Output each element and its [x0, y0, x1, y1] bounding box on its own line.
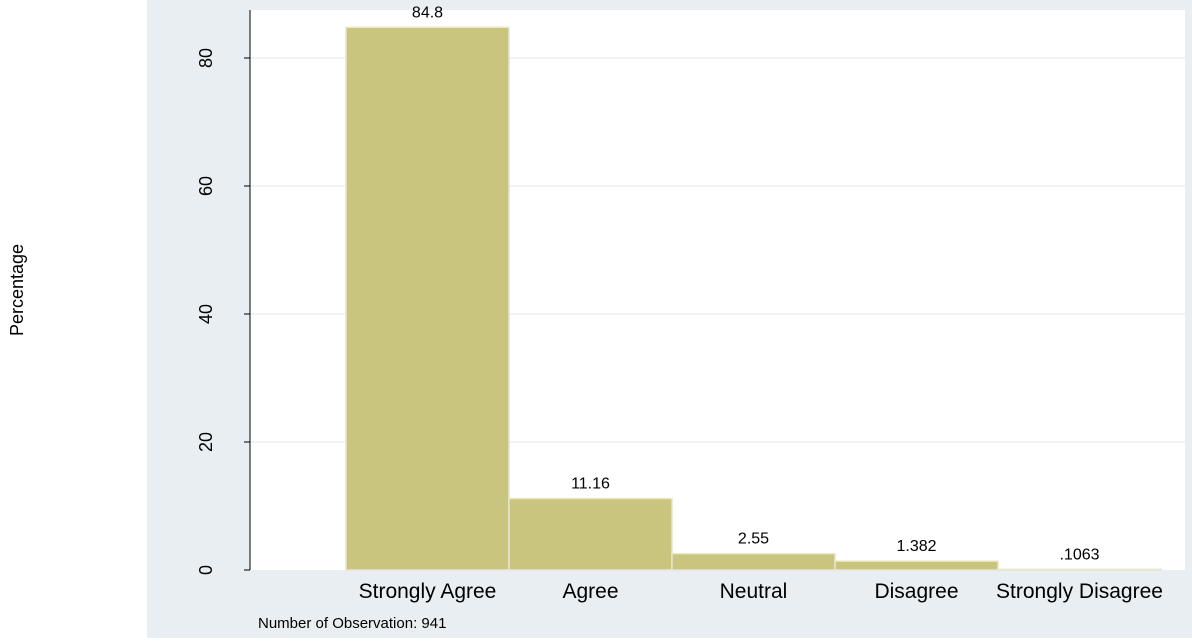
x-tick-label: Agree — [562, 580, 618, 603]
x-tick-label: Strongly Agree — [359, 580, 497, 603]
y-axis-label: Percentage — [7, 244, 27, 336]
y-tick-layer: 0 20 40 60 80 — [196, 48, 250, 575]
y-tick-label: 40 — [196, 304, 216, 324]
y-tick-label: 0 — [196, 565, 216, 575]
x-tick-layer: Strongly Agree Agree Neutral Disagree Strong… — [359, 580, 1163, 603]
observation-note: Number of Observation: 941 — [258, 615, 446, 632]
bar — [997, 568, 1162, 571]
x-tick-label: Strongly Disagree — [996, 580, 1163, 603]
bar — [834, 560, 999, 571]
y-tick-label: 20 — [196, 432, 216, 452]
bar — [508, 497, 673, 571]
x-tick-label: Disagree — [874, 580, 958, 603]
bar — [671, 552, 836, 571]
x-tick-label: Neutral — [720, 580, 788, 603]
y-tick-label: 80 — [196, 48, 216, 68]
bar-value-label: .1063 — [1059, 546, 1099, 563]
y-tick-label: 60 — [196, 176, 216, 196]
bar-value-label: 11.16 — [571, 476, 610, 493]
value-label-layer: 84.8 11.16 2.55 1.382 .1063 — [412, 4, 1100, 563]
bar-layer — [345, 26, 1162, 571]
bar-value-label: 84.8 — [412, 4, 443, 21]
bar — [345, 26, 510, 571]
bar-value-label: 1.382 — [896, 538, 936, 555]
bar-value-label: 2.55 — [738, 531, 769, 548]
